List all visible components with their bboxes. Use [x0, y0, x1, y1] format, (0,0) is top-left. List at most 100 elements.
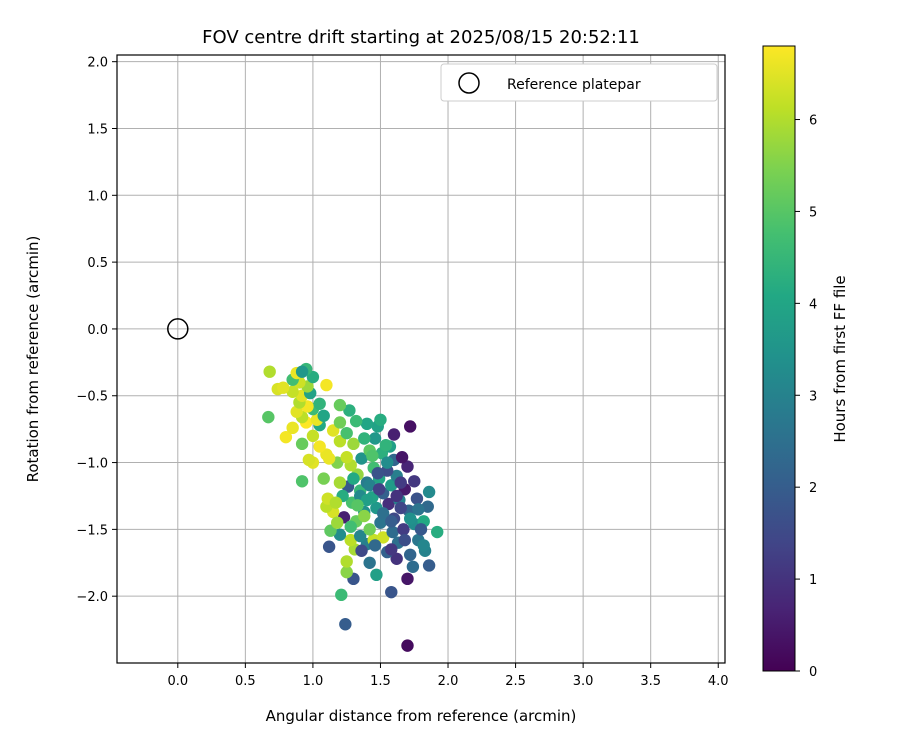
data-point — [333, 398, 347, 412]
data-point — [417, 539, 430, 552]
data-point — [317, 409, 330, 422]
data-point — [340, 555, 353, 568]
data-point — [313, 440, 326, 453]
data-point — [370, 568, 383, 582]
data-point — [302, 453, 316, 467]
y-tick-label: 2.0 — [87, 56, 108, 71]
colorbar-gradient — [762, 45, 796, 672]
data-point — [344, 520, 357, 533]
colorbar-ticks: 0 1 2 3 4 5 6 — [795, 114, 817, 680]
data-point — [279, 430, 293, 444]
colorbar-tick-label: 3 — [809, 389, 817, 404]
data-point — [422, 559, 436, 572]
x-tick-label: 1.0 — [303, 674, 324, 689]
data-point — [355, 544, 368, 557]
data-point — [320, 378, 333, 392]
data-point — [406, 560, 420, 573]
data-point — [421, 500, 434, 513]
data-point — [395, 451, 409, 464]
y-tick-label: −1.0 — [76, 457, 108, 472]
data-point — [360, 417, 374, 431]
data-point — [422, 485, 436, 499]
data-point — [276, 381, 290, 394]
colorbar-label: Hours from first FF file — [831, 275, 849, 442]
data-point — [317, 472, 330, 485]
data-point — [381, 456, 394, 469]
colorbar-tick-label: 1 — [809, 573, 817, 588]
data-point — [331, 516, 344, 529]
y-axis-ticks: 2.0 1.5 1.0 0.5 0.0 −0.5 −1.0 −1.5 −2.0 — [76, 56, 117, 605]
data-point — [372, 483, 386, 496]
legend: Reference platepar — [440, 63, 718, 102]
data-point — [385, 543, 398, 556]
legend-reference-marker — [458, 72, 480, 94]
data-point — [340, 451, 353, 464]
data-point — [295, 475, 309, 488]
colorbar-tick-label: 2 — [809, 481, 817, 496]
data-point — [397, 523, 410, 536]
data-point — [414, 523, 428, 536]
data-point — [376, 507, 390, 520]
data-point — [374, 413, 387, 426]
colorbar: 0 1 2 3 4 5 6 Hours from first FF file — [762, 45, 849, 680]
data-point — [351, 499, 364, 512]
x-axis-label: Angular distance from reference (arcmin) — [266, 707, 577, 725]
data-point — [290, 405, 303, 418]
data-point — [403, 512, 417, 525]
data-point — [390, 552, 403, 565]
data-point — [313, 397, 326, 410]
data-point — [340, 426, 353, 440]
data-point — [401, 460, 414, 473]
data-point — [401, 639, 414, 652]
legend-reference-label: Reference platepar — [507, 77, 641, 93]
y-tick-label: −2.0 — [76, 590, 108, 605]
data-point — [408, 475, 421, 488]
data-point — [262, 410, 275, 424]
x-tick-label: 0.0 — [167, 674, 188, 689]
grid-layer — [117, 55, 725, 663]
data-point — [363, 556, 376, 569]
x-tick-label: 3.0 — [573, 674, 594, 689]
data-point — [366, 449, 379, 463]
data-point — [333, 416, 347, 429]
data-point — [295, 365, 309, 378]
data-point — [360, 493, 374, 507]
data-point — [386, 525, 399, 539]
y-tick-label: 1.5 — [87, 122, 108, 137]
data-point — [398, 533, 411, 547]
data-point — [368, 539, 382, 552]
data-point — [335, 588, 348, 602]
x-tick-label: 2.5 — [505, 674, 526, 689]
y-tick-label: 0.5 — [87, 256, 108, 271]
chart-title: FOV centre drift starting at 2025/08/15 … — [202, 27, 640, 48]
data-point — [333, 476, 347, 489]
y-tick-label: −1.5 — [76, 523, 108, 538]
data-point — [349, 414, 363, 428]
data-point — [382, 497, 395, 511]
data-point — [263, 365, 276, 378]
data-point — [340, 565, 353, 579]
reference-marker — [167, 318, 189, 340]
legend-box — [440, 63, 718, 102]
data-point — [358, 432, 371, 445]
colorbar-tick-label: 5 — [809, 205, 817, 220]
colorbar-tick-label: 4 — [809, 297, 817, 312]
y-tick-label: 0.0 — [87, 323, 108, 338]
data-point — [376, 531, 390, 544]
data-point — [412, 503, 425, 516]
data-point — [394, 476, 407, 489]
data-point — [363, 479, 376, 492]
data-point — [306, 429, 320, 443]
data-point — [347, 437, 360, 451]
x-tick-label: 1.5 — [370, 674, 391, 689]
data-point — [344, 533, 357, 547]
data-point — [385, 585, 398, 599]
colorbar-tick-label: 0 — [809, 665, 817, 680]
data-point — [354, 529, 367, 543]
data-point — [329, 496, 343, 509]
y-tick-label: 1.0 — [87, 189, 108, 204]
data-point — [322, 540, 336, 553]
data-point — [322, 452, 336, 465]
